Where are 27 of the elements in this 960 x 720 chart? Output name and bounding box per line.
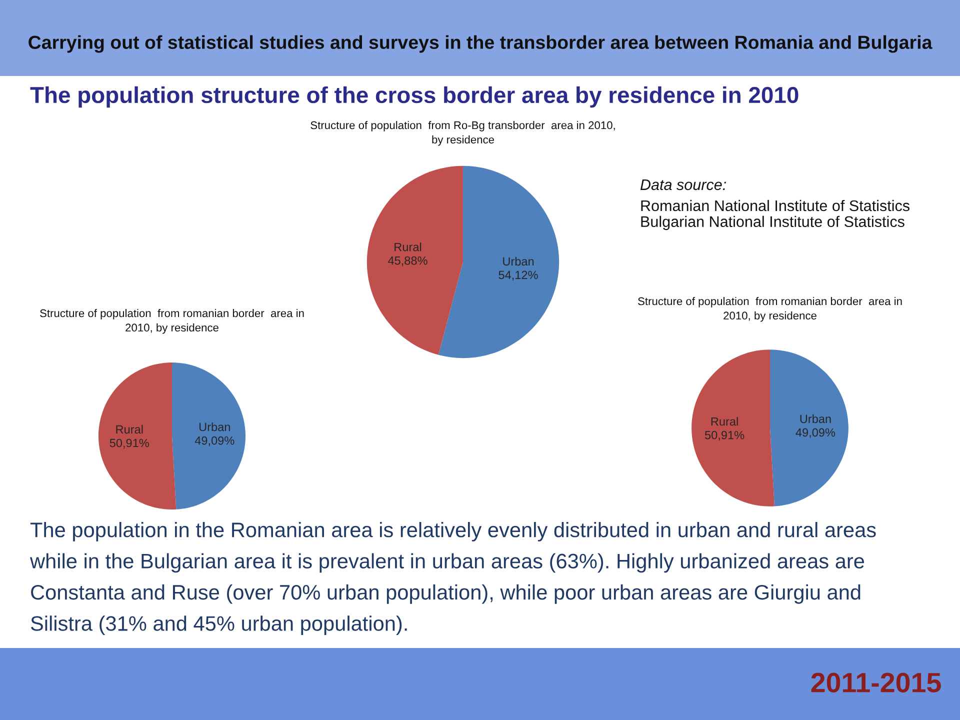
data-label: 45,88% bbox=[388, 256, 428, 266]
text: Carrying out of statistical studies and surveys in the transborder area between Romania and Bulgaria bbox=[28, 35, 932, 53]
chart-title: Structure of population from romanian border area in 2010, by residence bbox=[638, 297, 902, 322]
text: Romanian National Institute of Statistics Bulgarian National Institute of Statistics bbox=[641, 200, 910, 230]
pie-slice bbox=[770, 350, 848, 506]
data-label: 49,09% bbox=[796, 428, 836, 438]
text: 2011-2015 bbox=[811, 672, 941, 692]
pie-slice bbox=[692, 350, 774, 506]
slice-label: Urban bbox=[503, 256, 534, 266]
slice-label: Rural bbox=[711, 417, 738, 426]
chart-title: Structure of population from romanian border area in 2010, by residence bbox=[40, 309, 304, 334]
pie-slice bbox=[438, 166, 560, 358]
text: The population in the Romanian area is relatively evenly distributed in urban and rural areas while in the Bulgarian area it is prevalent in urban areas (63%). Highly urbanized areas are Constanta and Ruse (over 70% urban population), while poor urban areas are Giurgiu and Silistra (31% and 45% urban population). bbox=[30, 522, 876, 636]
pie-slice bbox=[98, 362, 176, 510]
data-label: 50,91% bbox=[704, 430, 744, 441]
data-label: 49,09% bbox=[194, 436, 234, 446]
slice-label: Rural bbox=[394, 242, 422, 252]
slice-label: Urban bbox=[800, 414, 831, 424]
text: The population structure of the cross border area by residence in 2010 bbox=[30, 86, 798, 108]
data-label: 50,91% bbox=[110, 438, 149, 449]
pie-slice bbox=[366, 166, 463, 355]
slice-label: Urban bbox=[199, 422, 230, 432]
data-label: 54,12% bbox=[498, 270, 538, 281]
slice-label: Rural bbox=[116, 424, 143, 434]
source-note: Data source: bbox=[640, 179, 726, 190]
pie-slice bbox=[172, 362, 246, 510]
chart-title: Structure of population from Ro-Bg transborder area in 2010, by residence bbox=[310, 121, 615, 146]
